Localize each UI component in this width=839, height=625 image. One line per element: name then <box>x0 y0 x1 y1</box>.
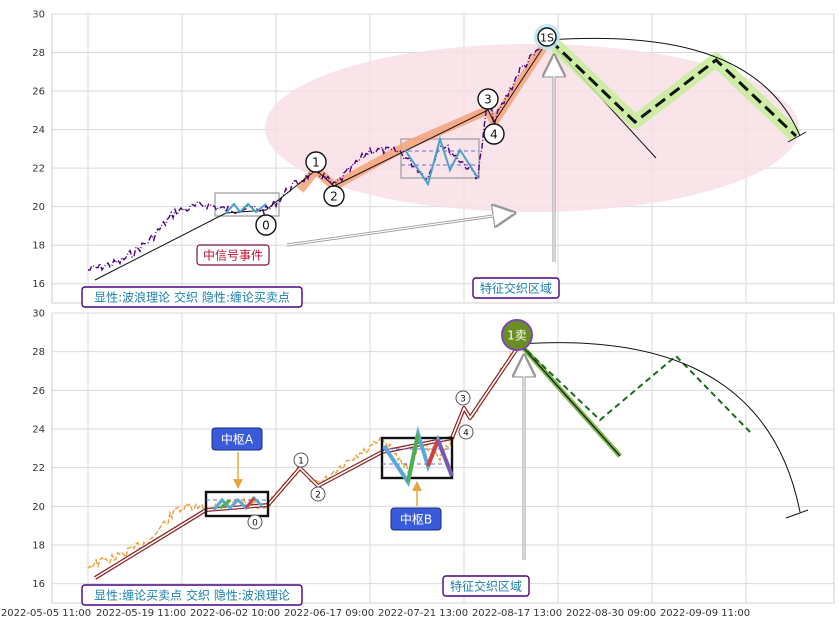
bottom-pivot-b-zigzag-green <box>406 433 420 483</box>
bottom-projection-line <box>519 343 751 433</box>
x-tick-label-2: 2022-06-02 10:00 <box>190 608 280 619</box>
top-zone-ellipse <box>265 44 799 212</box>
bottom-legend-label: 显性:缠论买卖点 交织 隐性:波浪理论 <box>81 584 303 606</box>
top-pivot-a-zigzag <box>225 202 267 214</box>
svg-text:3: 3 <box>460 395 466 405</box>
bottom-y-tick-6: 28 <box>32 347 45 358</box>
x-tick-label-5: 2022-08-17 13:00 <box>472 608 562 619</box>
bottom-y-tick-2: 20 <box>32 502 45 513</box>
top-y-tick-0: 16 <box>32 279 45 290</box>
bottom-zone-label: 特征交织区域 <box>442 575 530 597</box>
x-tick-label-6: 2022-08-30 09:00 <box>566 608 656 619</box>
svg-text:中信号事件: 中信号事件 <box>203 248 263 263</box>
top-wave-label-2: 2 <box>323 185 345 207</box>
bottom-wave-label-3: 3 <box>455 390 471 406</box>
bottom-pivot-b-zigzag-purple <box>436 439 454 477</box>
svg-text:中枢B: 中枢B <box>400 512 432 527</box>
top-wave-label-0: 0 <box>255 214 277 236</box>
x-axis-labels: 2022-05-05 11:00 2022-05-19 11:00 2022-06-… <box>1 608 750 619</box>
top-y-tick-5: 26 <box>32 87 45 98</box>
bottom-pivot-a-zigzag-green <box>219 498 231 510</box>
top-sell-badge: 1S <box>534 24 560 50</box>
top-projection-line <box>548 38 798 138</box>
svg-text:1S: 1S <box>540 32 554 45</box>
x-tick-label-7: 2022-09-09 11:00 <box>660 608 750 619</box>
bottom-y-tick-0: 16 <box>32 579 45 590</box>
top-wave-label-1: 1 <box>305 151 327 173</box>
bottom-y-tick-5: 26 <box>32 386 45 397</box>
top-event-label: 中信号事件 <box>196 244 270 266</box>
svg-text:显性:波浪理论 交织 隐性:缠论买卖点: 显性:波浪理论 交织 隐性:缠论买卖点 <box>94 290 290 305</box>
bottom-wave-label-2: 2 <box>310 486 326 502</box>
top-arc <box>547 37 801 137</box>
bottom-y-ticks: 16 18 20 22 24 26 28 30 <box>32 309 45 591</box>
top-arrow-horizontal-inner <box>286 212 515 246</box>
bottom-pivot-a-label: 中枢A <box>211 427 263 451</box>
svg-text:1: 1 <box>298 457 304 467</box>
svg-text:1: 1 <box>312 156 320 170</box>
bottom-pivot-b-zigzag-red <box>426 439 440 467</box>
bottom-y-tick-3: 22 <box>32 463 45 474</box>
x-tick-label-4: 2022-07-21 13:00 <box>378 608 468 619</box>
top-legend-label: 显性:波浪理论 交织 隐性:缠论买卖点 <box>81 286 303 308</box>
x-tick-label-3: 2022-06-17 09:00 <box>284 608 374 619</box>
top-zone-label: 特征交织区域 <box>472 277 560 299</box>
top-trend-line <box>94 39 549 281</box>
svg-text:特征交织区域: 特征交织区域 <box>480 281 552 296</box>
top-y-tick-2: 20 <box>32 202 45 213</box>
svg-text:2: 2 <box>315 491 321 501</box>
bottom-wave-label-1: 1 <box>293 452 309 468</box>
bottom-arc <box>519 342 801 513</box>
bottom-wave-label-4: 4 <box>458 424 474 440</box>
svg-text:0: 0 <box>252 519 258 529</box>
svg-text:4: 4 <box>463 429 469 439</box>
x-tick-label-1: 2022-05-19 11:00 <box>96 608 186 619</box>
svg-text:4: 4 <box>490 128 498 142</box>
top-y-tick-6: 28 <box>32 48 45 59</box>
top-pivot-box-a <box>214 192 280 217</box>
bottom-y-tick-4: 24 <box>32 425 45 436</box>
bottom-channel-inner <box>94 343 521 579</box>
top-y-tick-4: 24 <box>32 125 45 136</box>
svg-text:1卖: 1卖 <box>507 329 527 343</box>
bottom-pivot-b-label: 中枢B <box>390 507 442 531</box>
top-y-tick-7: 30 <box>32 10 45 21</box>
bottom-y-tick-1: 18 <box>32 541 45 552</box>
top-wave-label-4: 4 <box>483 123 505 145</box>
top-arc-tick <box>787 131 807 143</box>
bottom-y-tick-7: 30 <box>32 309 45 320</box>
bottom-price-line <box>87 343 521 570</box>
svg-text:3: 3 <box>484 93 492 107</box>
bottom-pivot-box-a <box>204 490 270 518</box>
svg-text:显性:缠论买卖点 交织 隐性:波浪理论: 显性:缠论买卖点 交织 隐性:波浪理论 <box>94 588 290 603</box>
bottom-pivot-a-zigzag-red <box>244 497 256 509</box>
top-y-ticks: 16 18 20 22 24 26 28 30 <box>32 10 45 291</box>
bottom-arc-tick <box>785 509 809 519</box>
top-y-tick-3: 22 <box>32 164 45 175</box>
bottom-zero-label: 0 <box>247 514 263 530</box>
bottom-grid <box>52 312 834 603</box>
x-tick-label-0: 2022-05-05 11:00 <box>1 608 91 619</box>
top-wave-label-3: 3 <box>477 88 499 110</box>
svg-text:中枢A: 中枢A <box>221 432 254 447</box>
top-y-tick-1: 18 <box>32 241 45 252</box>
svg-text:0: 0 <box>262 219 270 233</box>
bottom-drop-line <box>519 343 621 457</box>
svg-text:特征交织区域: 特征交织区域 <box>450 579 522 594</box>
svg-text:2: 2 <box>330 190 338 204</box>
top-pivot-b-zigzag <box>404 135 479 187</box>
bottom-sell-badge: 1卖 <box>501 319 533 351</box>
